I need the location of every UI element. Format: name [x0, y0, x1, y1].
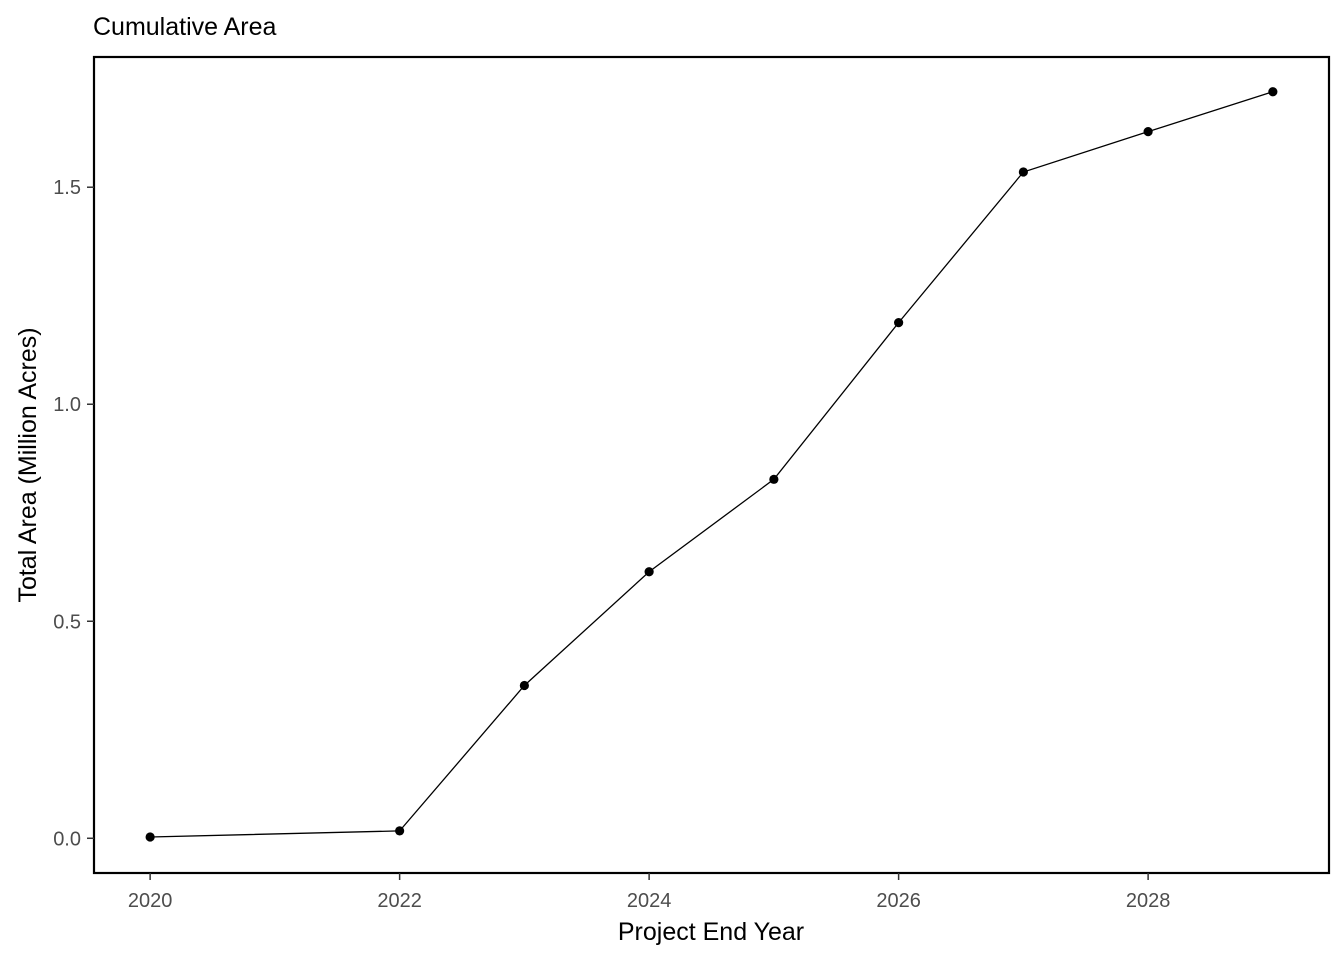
- y-axis-title: Total Area (Million Acres): [14, 327, 42, 602]
- y-tick-label: 0.0: [53, 828, 81, 850]
- y-tick-label: 1.5: [53, 177, 81, 199]
- x-tick-label: 2022: [377, 890, 422, 912]
- data-point: [1143, 127, 1153, 137]
- y-tick-label: 1.0: [53, 394, 81, 416]
- data-point: [519, 680, 529, 691]
- data-point: [1268, 87, 1278, 97]
- x-tick-label: 2020: [128, 890, 173, 912]
- y-tick-label: 0.5: [53, 611, 81, 633]
- plot-panel: [92, 55, 1331, 875]
- data-point: [395, 826, 405, 836]
- chart-title: Cumulative Area: [93, 13, 277, 41]
- x-axis: 2020 2022 2024 2026 2028: [128, 873, 1170, 912]
- data-point: [145, 832, 155, 842]
- y-axis: 0.0 0.5 1.0 1.5: [53, 177, 94, 850]
- x-tick-label: 2026: [876, 890, 921, 912]
- data-point: [769, 474, 779, 484]
- data-point: [644, 567, 654, 577]
- x-tick-label: 2028: [1126, 890, 1171, 912]
- x-tick-label: 2024: [627, 890, 672, 912]
- data-point: [894, 318, 904, 328]
- data-point: [1018, 167, 1028, 177]
- x-axis-title: Project End Year: [618, 918, 804, 946]
- series-points: [145, 87, 1278, 842]
